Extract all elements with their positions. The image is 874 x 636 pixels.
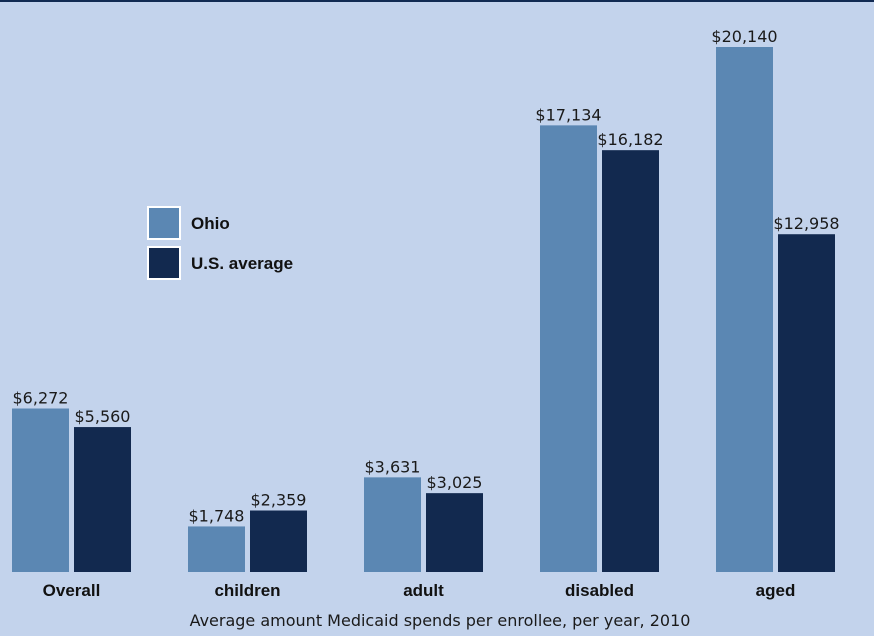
bar-adult-u-s-average bbox=[426, 493, 483, 572]
value-label-children-u-s-average: $2,359 bbox=[251, 491, 307, 510]
value-label-disabled-ohio: $17,134 bbox=[535, 105, 601, 124]
bars-layer bbox=[12, 47, 835, 573]
bar-overall-ohio bbox=[12, 408, 69, 572]
category-label-children: children bbox=[214, 581, 280, 600]
category-label-overall: Overall bbox=[43, 581, 101, 600]
value-labels-layer: $6,272 $5,560 $1,748 $2,359 $3,631 $3,025 $17,… bbox=[13, 27, 840, 525]
value-label-overall-u-s-average: $5,560 bbox=[75, 407, 131, 426]
bar-children-u-s-average bbox=[250, 510, 307, 572]
bar-overall-u-s-average bbox=[74, 427, 131, 572]
value-label-aged-u-s-average: $12,958 bbox=[773, 214, 839, 233]
legend-swatch-us-average bbox=[147, 246, 181, 280]
value-label-overall-ohio: $6,272 bbox=[13, 389, 69, 408]
legend-swatch-ohio bbox=[147, 206, 181, 240]
bar-aged-u-s-average bbox=[778, 234, 835, 572]
value-label-children-ohio: $1,748 bbox=[189, 506, 245, 525]
value-label-aged-ohio: $20,140 bbox=[711, 27, 777, 46]
legend-label-us-average: U.S. average bbox=[191, 254, 293, 273]
bar-disabled-ohio bbox=[540, 125, 597, 573]
value-label-adult-ohio: $3,631 bbox=[365, 457, 421, 476]
category-label-aged: aged bbox=[756, 581, 796, 600]
category-label-adult: adult bbox=[403, 581, 444, 600]
bar-adult-ohio bbox=[364, 477, 421, 572]
value-label-disabled-u-s-average: $16,182 bbox=[597, 130, 663, 149]
legend: Ohio U.S. average bbox=[147, 206, 293, 280]
bar-disabled-u-s-average bbox=[602, 150, 659, 572]
category-labels-layer: Overall children adult disabled aged bbox=[43, 581, 796, 600]
bar-aged-ohio bbox=[716, 47, 773, 572]
category-label-disabled: disabled bbox=[565, 581, 634, 600]
chart-caption: Average amount Medicaid spends per enrol… bbox=[190, 611, 691, 630]
value-label-adult-u-s-average: $3,025 bbox=[427, 473, 483, 492]
bar-children-ohio bbox=[188, 526, 245, 572]
legend-label-ohio: Ohio bbox=[191, 214, 230, 233]
